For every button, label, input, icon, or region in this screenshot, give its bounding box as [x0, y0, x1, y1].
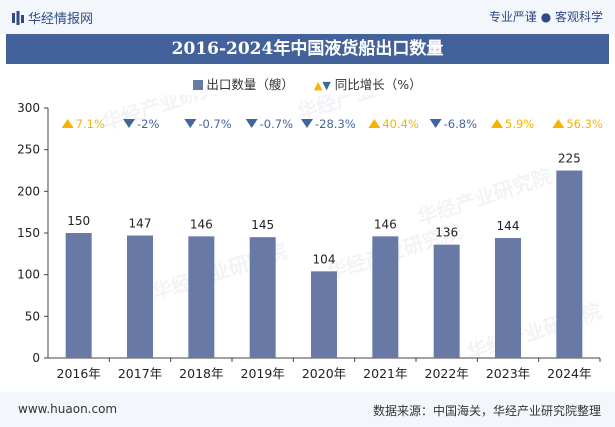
brand: 华经情报网: [12, 8, 93, 27]
bar-value-label: 144: [497, 219, 520, 233]
bar: [249, 237, 276, 358]
y-tick-label: 150: [17, 226, 40, 240]
x-tick-label: 2016年: [57, 366, 101, 381]
bar-value-label: 225: [558, 152, 581, 166]
growth-label: 40.4%: [382, 117, 419, 131]
growth-label: -6.8%: [444, 117, 477, 131]
footer-site: www.huaon.com: [18, 402, 118, 416]
brand-logo-icon: [12, 11, 24, 25]
growth-label: -0.7%: [260, 117, 293, 131]
bar-chart: 华经产业研究院华经产业研究院华经产业研究院华经产业研究院华经产业研究院华经产业研…: [17, 95, 605, 381]
bar-value-label: 145: [251, 218, 274, 232]
x-tick-label: 2021年: [363, 366, 407, 381]
bar-value-label: 146: [374, 217, 397, 231]
legend-label-growth: 同比增长（%）: [334, 77, 422, 92]
bar-value-label: 104: [313, 252, 336, 266]
footer-source: 数据来源：中国海关，华经产业研究院整理: [372, 404, 601, 418]
x-tick-label: 2023年: [486, 366, 530, 381]
legend-item-export: 出口数量（艘）: [193, 74, 294, 93]
growth-up-icon: [368, 119, 381, 128]
brand-name: 华经情报网: [28, 12, 94, 27]
growth-up-icon: [61, 119, 74, 128]
bar: [495, 238, 521, 358]
bar-value-label: 146: [190, 217, 213, 231]
watermark-text: 华经产业研究院: [414, 164, 555, 230]
bar: [372, 236, 399, 358]
top-bar: 华经情报网 专业严谨 ● 客观科学: [0, 0, 615, 34]
y-tick-label: 250: [17, 143, 40, 157]
x-tick-label: 2018年: [179, 366, 223, 381]
bar: [433, 244, 460, 358]
y-tick-label: 200: [17, 184, 40, 198]
growth-label: -2%: [137, 117, 159, 131]
chart-title: 2016-2024年中国液货船出口数量: [171, 39, 444, 59]
growth-down-icon: [301, 119, 313, 128]
legend: 出口数量（艘） ▲▼ 同比增长（%）: [0, 74, 615, 93]
y-tick-label: 300: [17, 101, 40, 115]
bar: [188, 236, 215, 358]
x-tick-label: 2017年: [118, 366, 162, 381]
growth-label: -0.7%: [198, 117, 231, 131]
legend-item-growth: ▲▼ 同比增长（%）: [314, 74, 422, 93]
bar: [311, 271, 337, 358]
x-tick-label: 2024年: [547, 366, 591, 381]
growth-down-icon: [245, 119, 258, 128]
x-tick-label: 2022年: [425, 366, 469, 381]
growth-down-icon: [184, 119, 197, 128]
bar-value-label: 150: [67, 214, 90, 228]
growth-up-icon: [491, 119, 503, 128]
legend-label-export: 出口数量（艘）: [206, 77, 294, 92]
bar: [556, 170, 583, 358]
y-tick-label: 100: [17, 268, 40, 282]
triangle-down-icon: ▼: [322, 79, 331, 92]
growth-up-icon: [552, 119, 565, 128]
y-tick-label: 50: [25, 309, 40, 323]
legend-bar-swatch: [193, 80, 204, 90]
growth-label: 5.9%: [505, 117, 534, 131]
tagline: 专业严谨 ● 客观科学: [488, 10, 603, 24]
triangle-up-icon: ▲: [313, 79, 323, 92]
watermark-text: 华经产业研究院: [464, 299, 605, 365]
growth-label: 7.1%: [76, 117, 105, 131]
x-tick-label: 2020年: [302, 366, 346, 381]
growth-down-icon: [123, 119, 135, 128]
title-bar: 2016-2024年中国液货船出口数量: [6, 34, 609, 64]
bar-value-label: 136: [435, 226, 458, 240]
growth-label: 56.3%: [566, 117, 603, 131]
growth-label: -28.3%: [315, 117, 356, 131]
bar: [65, 233, 92, 358]
y-tick-label: 0: [32, 351, 40, 365]
growth-down-icon: [429, 119, 442, 128]
footer: www.huaon.com 数据来源：中国海关，华经产业研究院整理: [0, 392, 615, 427]
bar: [127, 235, 153, 358]
bar-value-label: 147: [129, 217, 152, 231]
x-tick-label: 2019年: [241, 366, 285, 381]
